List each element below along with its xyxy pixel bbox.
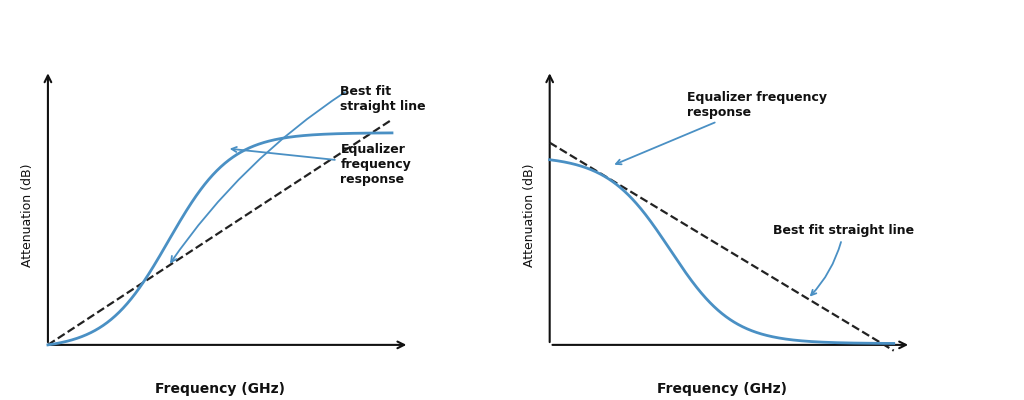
Text: Best fit
straight line: Best fit straight line: [340, 85, 426, 113]
Text: Attenuation (dB): Attenuation (dB): [522, 163, 536, 267]
Text: Equalizer
frequency
response: Equalizer frequency response: [231, 143, 411, 186]
Text: Frequency (GHz): Frequency (GHz): [656, 382, 786, 396]
Text: Equalizer frequency
response: Equalizer frequency response: [616, 91, 827, 164]
Text: Attenuation (dB): Attenuation (dB): [20, 163, 34, 267]
Text: Frequency (GHz): Frequency (GHz): [155, 382, 285, 396]
Text: Best fit straight line: Best fit straight line: [773, 224, 914, 295]
